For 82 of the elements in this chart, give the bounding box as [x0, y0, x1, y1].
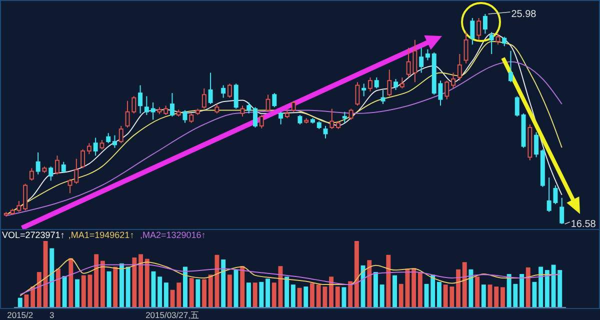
bar	[310, 283, 314, 307]
bar	[81, 275, 86, 307]
bar	[208, 274, 213, 307]
candlestick	[419, 47, 424, 74]
bar	[532, 282, 537, 307]
bar	[354, 241, 359, 307]
bar	[18, 298, 22, 307]
bar	[50, 248, 54, 307]
bar	[106, 271, 112, 307]
bar	[304, 286, 308, 307]
bar	[284, 276, 290, 307]
x-tick-label: 2015/03/27,五	[146, 310, 200, 320]
bar	[88, 274, 92, 307]
bar	[558, 270, 562, 307]
bar	[196, 279, 200, 307]
bar	[488, 284, 492, 307]
bar	[189, 278, 194, 307]
bar	[252, 282, 258, 307]
bar	[374, 272, 378, 307]
bar	[412, 268, 416, 307]
bar	[329, 276, 334, 307]
bar	[430, 274, 436, 307]
bar	[367, 260, 372, 307]
bar	[500, 287, 505, 307]
bar	[538, 266, 544, 307]
bar	[36, 272, 42, 307]
bar	[398, 284, 404, 307]
bar	[246, 282, 251, 307]
bar	[475, 276, 480, 307]
bar	[30, 286, 36, 307]
bar	[494, 286, 499, 307]
bar	[424, 284, 429, 307]
bar	[113, 266, 118, 307]
text: 16.58	[570, 219, 596, 230]
x-tick-label: 3	[50, 310, 55, 320]
bar	[456, 269, 460, 307]
text: VOL=2723971↑	[2, 230, 65, 240]
bar	[342, 287, 346, 307]
bar	[526, 267, 530, 307]
bar	[62, 276, 67, 307]
bar	[120, 263, 124, 307]
bar	[138, 254, 143, 307]
candlestick	[138, 84, 143, 114]
bar	[335, 286, 340, 307]
bar	[56, 268, 60, 307]
bar	[176, 282, 182, 307]
bar	[68, 258, 74, 307]
bar	[183, 266, 188, 307]
bar	[202, 279, 206, 307]
bar	[240, 266, 245, 307]
bar	[144, 258, 150, 307]
bar	[151, 271, 156, 307]
annotation: 25.98	[511, 9, 537, 20]
bar	[221, 259, 226, 307]
text: ,MA1=1949621↑	[68, 230, 134, 240]
bar	[24, 294, 29, 307]
bar	[272, 282, 276, 307]
bar	[126, 266, 130, 307]
bar	[290, 284, 296, 307]
bar	[158, 276, 162, 307]
bar	[462, 262, 467, 307]
candlestick	[464, 32, 468, 64]
bar	[94, 254, 99, 307]
bar	[164, 282, 168, 307]
candlestick	[227, 83, 232, 98]
bar	[544, 270, 550, 307]
bar	[392, 275, 397, 307]
bar	[386, 254, 391, 307]
bar	[418, 272, 422, 307]
bar	[227, 274, 232, 307]
bar	[437, 282, 442, 307]
bar	[75, 279, 80, 307]
bar	[100, 260, 105, 307]
bar	[481, 284, 486, 307]
bar	[132, 258, 137, 307]
bar	[520, 274, 524, 307]
bar	[259, 282, 264, 307]
bar	[348, 281, 353, 307]
x-tick-label: 2015/2	[7, 310, 34, 320]
bar	[380, 284, 384, 307]
bar	[266, 278, 270, 307]
text: ,MA2=1329016↑	[140, 230, 206, 240]
